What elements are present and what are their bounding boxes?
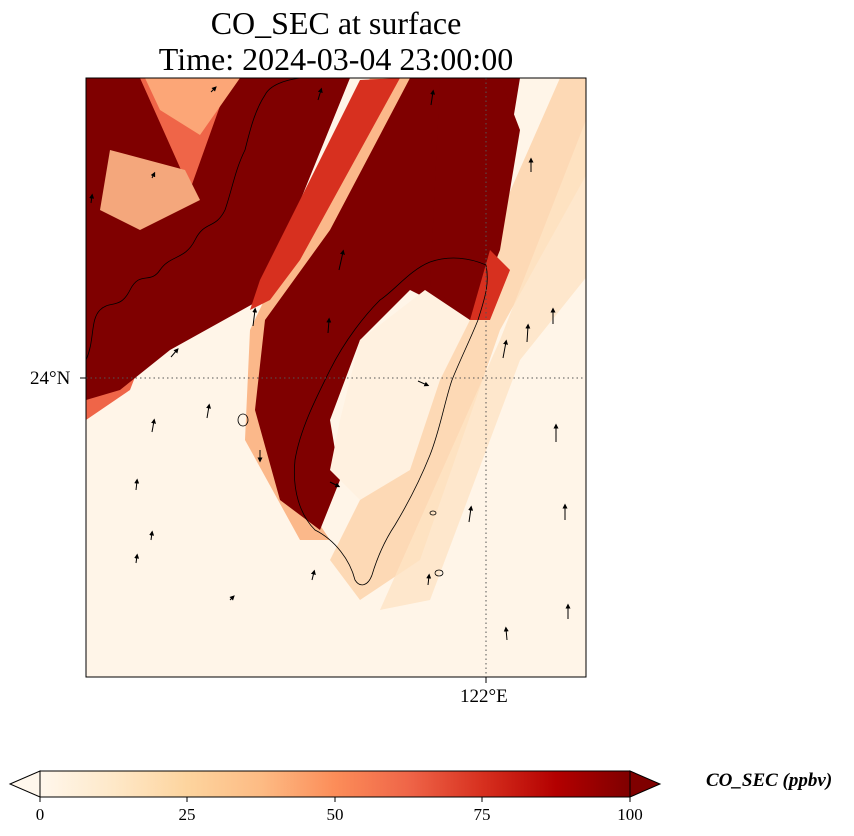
colorbar-extend-high xyxy=(629,770,662,798)
penghu-island xyxy=(237,413,249,427)
colorbar-gradient xyxy=(39,770,631,798)
northwest-band xyxy=(86,78,350,400)
eastern-band-edge xyxy=(470,250,510,320)
colorbar-tick-100: 100 xyxy=(617,805,643,824)
northwest-band-light xyxy=(100,150,200,230)
colorbar-tick-50: 50 xyxy=(326,805,344,824)
northwest-band-pale xyxy=(145,78,240,135)
inner-pale-region xyxy=(330,290,470,500)
orchid-island xyxy=(434,569,444,577)
green-island xyxy=(429,510,437,516)
map-title-line2: Time: 2024-03-04 23:00:00 xyxy=(158,41,514,77)
colorbar-tick-75: 75 xyxy=(473,805,491,824)
colorbar-tick-0: 0 xyxy=(35,805,45,824)
colorbar-tick-25: 25 xyxy=(178,805,196,824)
taiwan-coastline xyxy=(294,257,488,586)
china-coastline xyxy=(86,78,301,361)
central-band-edge xyxy=(250,78,400,310)
map-canvas xyxy=(80,77,587,683)
wind-vectors xyxy=(89,86,571,641)
colorbar xyxy=(8,770,662,802)
eastern-band xyxy=(430,78,520,320)
map-title-line1: CO_SEC at surface xyxy=(210,5,462,41)
lon-tick-label: 122°E xyxy=(460,686,508,707)
colorbar-label: CO_SEC (ppbv) xyxy=(706,770,833,791)
lat-tick-label: 24°N xyxy=(30,368,71,389)
colorbar-extend-low xyxy=(8,770,41,798)
